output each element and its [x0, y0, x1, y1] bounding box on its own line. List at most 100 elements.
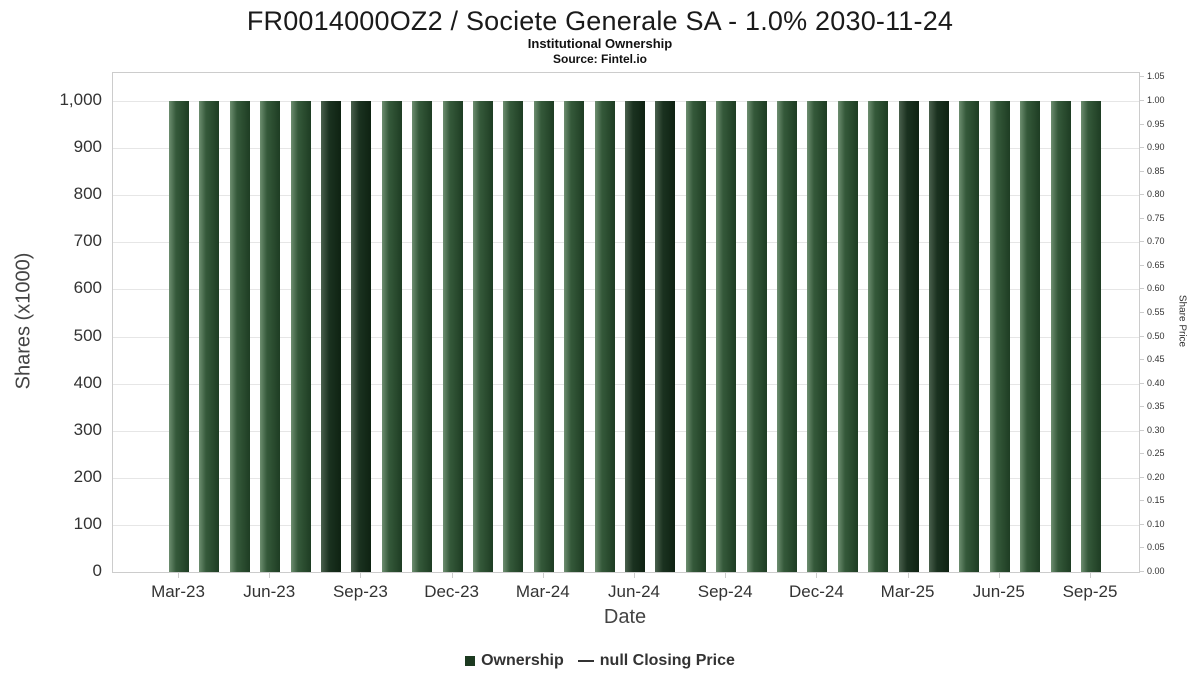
y-axis-title-left: Shares (x1000): [12, 252, 35, 390]
right-axis-tick: [1139, 500, 1144, 502]
legend-label-ownership: Ownership: [481, 652, 564, 669]
right-axis-tick: [1139, 288, 1144, 290]
y-right-tick-label: 0.40: [1147, 377, 1165, 388]
y-right-tick-label: 0.60: [1147, 283, 1165, 294]
bar-Nov-23[interactable]: [412, 101, 433, 572]
x-axis-tick: [269, 572, 271, 578]
right-axis-tick: [1139, 241, 1144, 243]
x-tick-label: Jun-25: [972, 582, 1025, 601]
bar-Apr-25[interactable]: [929, 101, 949, 572]
y-left-tick-label: 400: [73, 372, 102, 392]
y-right-tick-label: 0.15: [1147, 495, 1165, 506]
right-axis-tick: [1139, 147, 1144, 149]
x-tick-label: Sep-24: [697, 582, 753, 601]
x-tick-label: Sep-25: [1062, 582, 1118, 601]
bar-Aug-23[interactable]: [321, 101, 341, 572]
bar-Apr-24[interactable]: [564, 101, 585, 572]
y-right-tick-label: 0.05: [1147, 542, 1165, 553]
bar-Jul-24[interactable]: [655, 101, 676, 572]
x-axis-tick: [998, 572, 1000, 578]
bar-Jul-23[interactable]: [290, 101, 311, 572]
y-right-tick-label: 0.00: [1147, 566, 1165, 576]
right-axis-tick: [1139, 217, 1144, 219]
x-tick-label: Jun-23: [243, 582, 296, 601]
right-axis-tick: [1139, 547, 1144, 549]
bar-Mar-24[interactable]: [533, 101, 554, 572]
x-tick-label: Mar-23: [151, 582, 205, 601]
bar-Feb-25[interactable]: [868, 101, 889, 572]
right-axis-tick: [1139, 170, 1144, 172]
bar-Jul-25[interactable]: [1020, 101, 1041, 572]
right-axis-tick: [1139, 406, 1144, 408]
y-left-tick-label: 800: [73, 184, 102, 204]
x-tick-label: Sep-23: [332, 582, 388, 601]
bar-Sep-24[interactable]: [716, 101, 737, 572]
y-left-tick-label: 500: [73, 325, 102, 345]
bar-Sep-23[interactable]: [351, 101, 372, 572]
right-axis-tick: [1139, 453, 1144, 455]
chart-subtitle: Institutional Ownership: [527, 36, 673, 51]
right-axis-tick: [1139, 359, 1144, 361]
y-left-tick-label: 300: [73, 419, 102, 439]
legend-item-closing-price[interactable]: null Closing Price: [577, 652, 735, 670]
bar-May-24[interactable]: [594, 101, 615, 572]
x-tick-label: Dec-23: [424, 582, 479, 601]
y-right-tick-label: 0.50: [1147, 330, 1165, 341]
plot-area: [112, 72, 1140, 573]
y-right-tick-label: 1.00: [1147, 95, 1165, 105]
x-axis-tick: [360, 572, 362, 578]
bar-May-23[interactable]: [229, 101, 250, 572]
x-axis-title: Date: [603, 606, 647, 628]
y-right-tick-label: 0.75: [1147, 212, 1165, 223]
bar-Feb-24[interactable]: [503, 101, 524, 572]
bar-Dec-23[interactable]: [442, 101, 463, 572]
x-axis-tick: [725, 572, 727, 578]
right-axis-tick: [1139, 571, 1144, 572]
right-axis-tick: [1139, 76, 1144, 78]
y-right-tick-label: 0.35: [1147, 401, 1165, 412]
bar-Jun-25[interactable]: [989, 101, 1010, 572]
right-axis-tick: [1139, 123, 1144, 125]
y-right-tick-label: 0.80: [1147, 189, 1165, 200]
bar-Aug-25[interactable]: [1050, 101, 1071, 572]
x-tick-label: Mar-24: [515, 582, 570, 601]
bar-Oct-23[interactable]: [381, 101, 402, 572]
y-right-tick-label: 0.10: [1147, 518, 1165, 529]
bar-Mar-23[interactable]: [169, 101, 189, 572]
bar-Nov-24[interactable]: [777, 101, 797, 572]
y-left-tick-label: 200: [73, 466, 102, 486]
right-axis-tick: [1139, 264, 1144, 266]
right-axis-tick: [1139, 429, 1144, 431]
y-right-tick-label: 0.25: [1147, 448, 1165, 459]
y-right-tick-label: 0.65: [1147, 259, 1165, 270]
right-axis-tick: [1139, 194, 1144, 196]
y-left-tick-label: 600: [73, 278, 102, 298]
y-left-tick-label: 1,000: [59, 90, 102, 109]
bar-Jan-25[interactable]: [837, 101, 858, 572]
bar-Jun-24[interactable]: [625, 101, 645, 572]
bar-Dec-24[interactable]: [807, 101, 828, 572]
bar-Apr-23[interactable]: [199, 101, 220, 572]
y-left-tick-label: 700: [73, 231, 102, 251]
bar-Sep-25[interactable]: [1081, 101, 1101, 572]
right-axis-tick: [1139, 311, 1144, 313]
bar-Aug-24[interactable]: [685, 101, 706, 572]
bar-Jan-24[interactable]: [473, 101, 493, 572]
legend-item-ownership[interactable]: Ownership: [465, 652, 564, 670]
right-axis-tick: [1139, 335, 1144, 337]
y-right-tick-label: 0.55: [1147, 306, 1165, 317]
right-axis-tick: [1139, 523, 1144, 525]
y-right-tick-label: 1.05: [1147, 71, 1165, 82]
right-axis-tick: [1139, 100, 1144, 101]
right-axis-tick: [1139, 476, 1144, 478]
bar-Mar-25[interactable]: [898, 101, 919, 572]
line-marker-icon: [577, 660, 594, 662]
bar-Oct-24[interactable]: [746, 101, 767, 572]
y-right-tick-label: 0.90: [1147, 142, 1165, 153]
bar-May-25[interactable]: [959, 101, 980, 572]
y-right-tick-label: 0.95: [1147, 118, 1165, 129]
x-axis-tick: [634, 572, 635, 578]
bar-Jun-23[interactable]: [260, 101, 281, 572]
y-right-tick-label: 0.45: [1147, 354, 1165, 365]
x-axis-tick: [542, 572, 544, 578]
